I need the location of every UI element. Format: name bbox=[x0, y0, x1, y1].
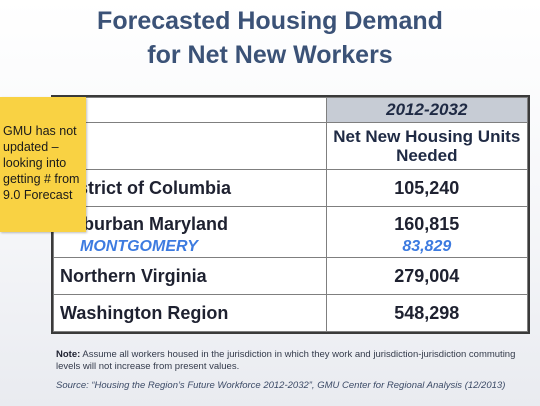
title-line-2: for Net New Workers bbox=[147, 41, 393, 69]
page-title: Forecasted Housing Demand for Net New Wo… bbox=[0, 4, 540, 72]
footnote: Note: Assume all workers housed in the j… bbox=[56, 349, 534, 373]
note-label: Note: bbox=[56, 349, 81, 360]
table-corner-blank-2 bbox=[53, 122, 327, 170]
table-corner-blank bbox=[53, 97, 327, 123]
region-name: Suburban Maryland bbox=[60, 214, 229, 234]
column-header: Net New Housing Units Needed bbox=[325, 122, 529, 170]
sub-region-value: 83,829 bbox=[402, 238, 452, 255]
sticky-note[interactable]: GMU has not updated – looking into getti… bbox=[0, 97, 86, 232]
units-value: 105,240 bbox=[325, 169, 529, 207]
sub-region-name: MONTGOMERY bbox=[80, 238, 198, 255]
table-row: Washington Region 548,298 bbox=[53, 294, 529, 332]
table-row: District of Columbia 105,240 bbox=[53, 169, 529, 207]
period-header: 2012-2032 bbox=[325, 97, 529, 123]
title-line-1: Forecasted Housing Demand bbox=[97, 7, 443, 35]
housing-table: 2012-2032 Net New Housing Units Needed D… bbox=[51, 95, 530, 334]
table-row: Suburban Maryland MONTGOMERY 160,815 83,… bbox=[53, 206, 529, 258]
value-cell: 160,815 83,829 bbox=[325, 206, 529, 258]
region-cell: Suburban Maryland MONTGOMERY bbox=[53, 206, 327, 258]
region-name: Northern Virginia bbox=[53, 257, 327, 295]
units-value: 548,298 bbox=[325, 294, 529, 332]
units-value: 160,815 bbox=[394, 214, 460, 234]
region-name: District of Columbia bbox=[53, 169, 327, 207]
table-row: Northern Virginia 279,004 bbox=[53, 257, 529, 295]
units-value: 279,004 bbox=[325, 257, 529, 295]
table-header-row: Net New Housing Units Needed bbox=[53, 122, 529, 170]
source-citation: Source: “Housing the Region’s Future Wor… bbox=[56, 380, 506, 391]
table-period-row: 2012-2032 bbox=[53, 97, 529, 123]
region-name: Washington Region bbox=[53, 294, 327, 332]
note-text: Assume all workers housed in the jurisdi… bbox=[56, 349, 516, 372]
